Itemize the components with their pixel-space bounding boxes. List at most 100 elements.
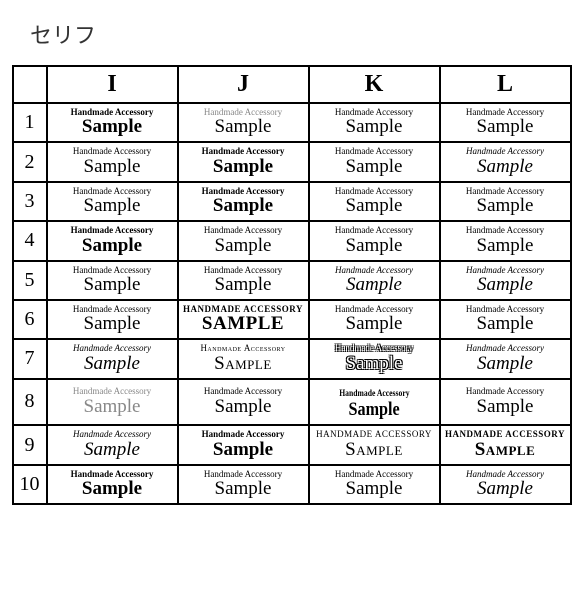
table-row: 1Handmade AccessorySampleHandmade Access…: [13, 103, 571, 142]
sample-text: Sample: [312, 479, 437, 499]
sample-cell: Handmade AccessorySample: [178, 142, 309, 181]
sample-text: Sample: [443, 117, 568, 137]
table-row: 9Handmade AccessorySampleHandmade Access…: [13, 425, 571, 464]
sample-cell: Handmade AccessorySample: [47, 103, 178, 142]
table-row: 2Handmade AccessorySampleHandmade Access…: [13, 142, 571, 181]
sample-text: Sample: [181, 196, 306, 216]
sample-text: Sample: [443, 479, 568, 499]
table-row: 4Handmade AccessorySampleHandmade Access…: [13, 221, 571, 260]
col-header-I: I: [47, 66, 178, 103]
sample-cell: Handmade AccessorySample: [178, 221, 309, 260]
sample-text: Sample: [50, 479, 175, 499]
sample-text: Sample: [312, 314, 437, 334]
sample-cell: Handmade AccessorySample: [440, 379, 571, 426]
sample-cell: Handmade AccessorySample: [309, 465, 440, 504]
sample-text: Sample: [443, 440, 568, 460]
table-row: 8Handmade AccessorySampleHandmade Access…: [13, 379, 571, 426]
sample-cell: Handmade AccessorySample: [47, 261, 178, 300]
sample-text: Sample: [181, 354, 306, 374]
sample-cell: Handmade AccessorySample: [440, 300, 571, 339]
sample-text: Sample: [443, 236, 568, 256]
sample-cell: Handmade AccessorySample: [47, 182, 178, 221]
row-number: 9: [13, 425, 47, 464]
sample-text: Sample: [50, 275, 175, 295]
sample-text: Sample: [312, 440, 437, 460]
col-header-K: K: [309, 66, 440, 103]
row-number: 7: [13, 339, 47, 378]
sample-cell: Handmade AccessorySample: [440, 339, 571, 378]
sample-cell: Handmade AccessorySample: [47, 221, 178, 260]
sample-cell: Handmade AccessorySample: [309, 300, 440, 339]
sample-text: Sample: [50, 397, 175, 417]
sample-text: Sample: [443, 314, 568, 334]
row-number: 10: [13, 465, 47, 504]
col-header-J: J: [178, 66, 309, 103]
row-number: 1: [13, 103, 47, 142]
sample-text: Sample: [181, 275, 306, 295]
table-row: 3Handmade AccessorySampleHandmade Access…: [13, 182, 571, 221]
sample-text: Sample: [50, 314, 175, 334]
sample-cell: HANDMADE ACCESSORYSample: [309, 425, 440, 464]
row-number: 8: [13, 379, 47, 426]
row-number: 6: [13, 300, 47, 339]
table-row: 10Handmade AccessorySampleHandmade Acces…: [13, 465, 571, 504]
sample-text: Sample: [312, 157, 437, 177]
sample-cell: Handmade AccessorySample: [178, 379, 309, 426]
row-number: 3: [13, 182, 47, 221]
row-number: 5: [13, 261, 47, 300]
sample-cell: Handmade AccessorySample: [440, 261, 571, 300]
sample-text: Sample: [50, 440, 175, 460]
sample-text: Sample: [50, 157, 175, 177]
sample-text: Sample: [50, 196, 175, 216]
sample-text: Sample: [312, 196, 437, 216]
sample-text: Sample: [181, 236, 306, 256]
sample-text: Sample: [50, 354, 175, 374]
page-title: セリフ: [30, 18, 573, 50]
sample-text: Sample: [181, 479, 306, 499]
sample-cell: Handmade AccessorySample: [178, 465, 309, 504]
sample-text: Sample: [50, 236, 175, 256]
table-row: 7Handmade AccessorySampleHandmade Access…: [13, 339, 571, 378]
sample-cell: Handmade AccessorySample: [47, 425, 178, 464]
sample-text: Sample: [443, 157, 568, 177]
sample-cell: Handmade AccessorySample: [309, 379, 440, 426]
sample-cell: Handmade AccessorySample: [309, 221, 440, 260]
sample-cell: Handmade AccessorySample: [309, 103, 440, 142]
sample-cell: Handmade AccessorySample: [440, 465, 571, 504]
sample-cell: HANDMADE ACCESSORYSAMPLE: [178, 300, 309, 339]
sample-cell: HANDMADE ACCESSORYSample: [440, 425, 571, 464]
sample-cell: Handmade AccessorySample: [47, 339, 178, 378]
sample-text: Sample: [443, 196, 568, 216]
row-number: 2: [13, 142, 47, 181]
sample-cell: Handmade AccessorySample: [440, 221, 571, 260]
sample-cell: Handmade AccessorySample: [178, 182, 309, 221]
sample-cell: Handmade AccessorySample: [309, 142, 440, 181]
sample-cell: Handmade AccessorySample: [440, 103, 571, 142]
sample-cell: Handmade AccessorySample: [309, 182, 440, 221]
sample-text: Sample: [312, 117, 437, 137]
corner-cell: [13, 66, 47, 103]
font-sample-table: I J K L 1Handmade AccessorySampleHandmad…: [12, 65, 572, 505]
sample-text: Sample: [443, 275, 568, 295]
sample-cell: Handmade AccessorySample: [440, 182, 571, 221]
sample-cell: Handmade AccessorySample: [178, 103, 309, 142]
sample-cell: Handmade AccessorySample: [178, 425, 309, 464]
sample-text: Sample: [50, 117, 175, 137]
sample-text: Sample: [312, 236, 437, 256]
sample-cell: Handmade AccessorySample: [309, 261, 440, 300]
sample-text: Sample: [443, 397, 568, 417]
sample-cell: Handmade AccessorySample: [47, 300, 178, 339]
sample-cell: Handmade AccessorySample: [440, 142, 571, 181]
row-number: 4: [13, 221, 47, 260]
sample-cell: Handmade AccessorySample: [309, 339, 440, 378]
sample-text: Sample: [181, 440, 306, 460]
sample-cell: Handmade AccessorySample: [178, 339, 309, 378]
sample-text: Sample: [181, 117, 306, 137]
table-row: 5Handmade AccessorySampleHandmade Access…: [13, 261, 571, 300]
sample-cell: Handmade AccessorySample: [47, 142, 178, 181]
header-row: I J K L: [13, 66, 571, 103]
sample-text: Sample: [181, 157, 306, 177]
sample-text: Sample: [181, 397, 306, 417]
sample-cell: Handmade AccessorySample: [47, 379, 178, 426]
sample-text: Sample: [312, 275, 437, 295]
